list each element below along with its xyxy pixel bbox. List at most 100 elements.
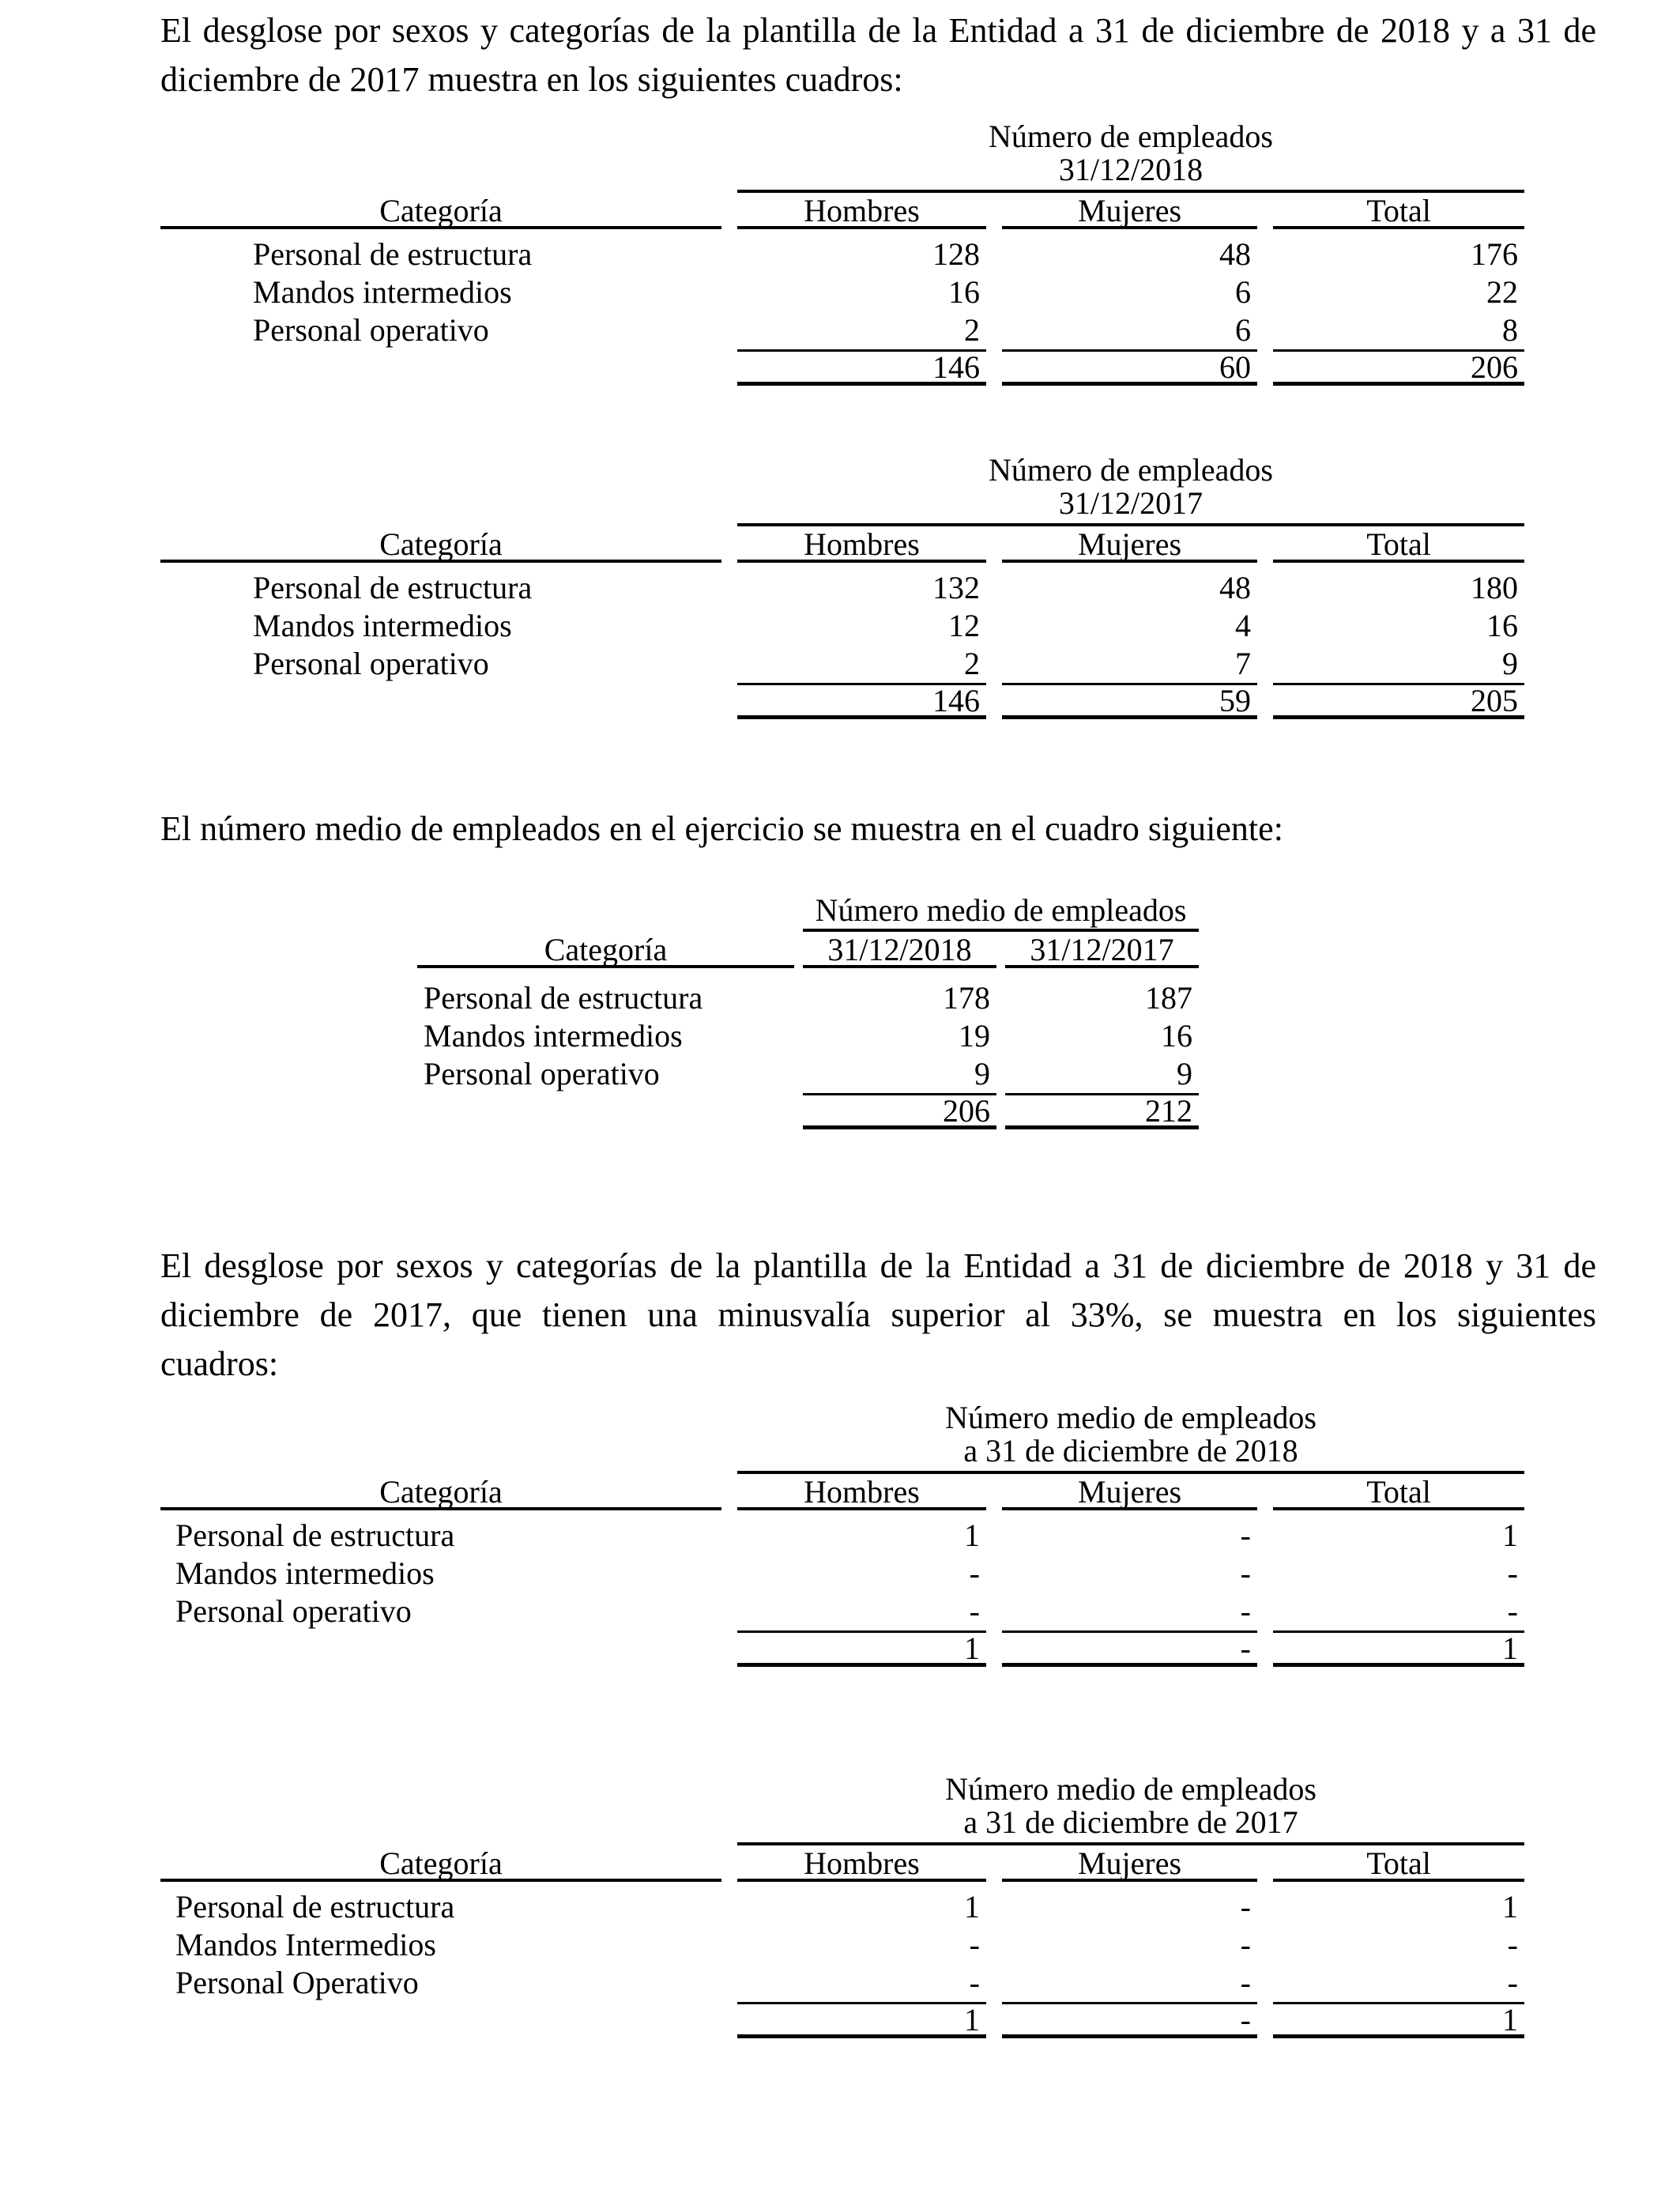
value-cell: 9 (1177, 1056, 1192, 1091)
span-header-line2: 31/12/2017 (1058, 485, 1203, 521)
table-body: Personal de estructura 1 - 1 Mandos inte… (160, 1510, 1524, 1630)
value-cell: 48 (1219, 570, 1251, 605)
table-span-header-row: Número de empleados 31/12/2017 (160, 454, 1524, 526)
span-header-line1: Número de empleados (989, 452, 1273, 488)
value-cell: - (969, 1593, 980, 1629)
category-cell: Personal de estructura (175, 1889, 455, 1924)
value-cell: - (1507, 1593, 1518, 1629)
value-cell: 2 (964, 312, 980, 348)
total-label-cell (160, 683, 721, 719)
paragraph-line: El desglose por sexos y categorías de la… (160, 1246, 1596, 1285)
category-cell: Personal de estructura (424, 980, 703, 1016)
table-body: Personal de estructura 132 48 180 Mandos… (160, 563, 1524, 683)
category-cell: Mandos Intermedios (175, 1927, 436, 1962)
total-value-cell: 1 (1273, 2002, 1524, 2038)
value-cell: 48 (1219, 236, 1251, 272)
total-value-cell: 206 (803, 1093, 996, 1129)
value-cell: - (1507, 1927, 1518, 1962)
span-header: Número medio de empleados a 31 de diciem… (737, 1773, 1524, 1845)
paragraph-line: diciembre de 2017 muestra en los siguien… (160, 60, 903, 99)
value-cell: 1 (964, 1517, 980, 1553)
table-row: Mandos intermedios 12 4 16 (160, 607, 1524, 645)
value-cell: 1 (1502, 1517, 1518, 1553)
value-cell: 9 (974, 1056, 990, 1091)
total-label-cell (160, 2002, 721, 2038)
span-header-line1: Número medio de empleados (945, 1771, 1317, 1807)
category-cell: Personal de estructura (253, 570, 533, 605)
value-cell: 132 (932, 570, 980, 605)
column-header-mujeres: Mujeres (1002, 1845, 1257, 1882)
table-numero-medio: Número medio de empleados Categoría 31/1… (417, 894, 1199, 1129)
total-value-cell: 146 (737, 349, 986, 386)
value-cell: 6 (1235, 312, 1251, 348)
table-body: Personal de estructura 1 - 1 Mandos Inte… (160, 1882, 1524, 2002)
category-cell: Mandos intermedios (175, 1555, 435, 1591)
value-cell: 2 (964, 646, 980, 681)
value-cell: 4 (1235, 608, 1251, 643)
total-label-cell (417, 1093, 794, 1129)
table-row: Personal de estructura 178 187 (417, 979, 1199, 1017)
category-cell: Personal operativo (253, 646, 489, 681)
paragraph-intro-desglose: El desglose por sexos y categorías de la… (160, 6, 1596, 104)
column-header-row: Categoría Hombres Mujeres Total (160, 526, 1524, 563)
total-value-cell: 146 (737, 683, 986, 719)
value-cell: 1 (1502, 1889, 1518, 1924)
column-header-total: Total (1273, 526, 1524, 563)
value-cell: 22 (1486, 274, 1518, 310)
column-header-2018: 31/12/2018 (803, 932, 996, 968)
total-row: 1 - 1 (160, 2002, 1524, 2038)
table-span-header-row: Número medio de empleados a 31 de diciem… (160, 1773, 1524, 1845)
column-header-row: Categoría Hombres Mujeres Total (160, 1474, 1524, 1510)
value-cell: - (1507, 1555, 1518, 1591)
column-header-row: Categoría Hombres Mujeres Total (160, 1845, 1524, 1882)
total-value-cell: 60 (1002, 349, 1257, 386)
value-cell: 178 (943, 980, 990, 1016)
value-cell: 176 (1471, 236, 1518, 272)
column-header-mujeres: Mujeres (1002, 1474, 1257, 1510)
table-row: Mandos intermedios 19 16 (417, 1017, 1199, 1055)
value-cell: - (1240, 1965, 1251, 2000)
column-header-categoria: Categoría (160, 1474, 721, 1510)
column-header-categoria: Categoría (160, 193, 721, 229)
value-cell: - (969, 1965, 980, 2000)
value-cell: 128 (932, 236, 980, 272)
table-row: Personal de estructura 1 - 1 (160, 1888, 1524, 1926)
value-cell: 16 (1161, 1018, 1192, 1054)
value-cell: 16 (1486, 608, 1518, 643)
span-header: Número de empleados 31/12/2018 (737, 120, 1524, 193)
value-cell: - (1240, 1555, 1251, 1591)
column-header-row: Categoría 31/12/2018 31/12/2017 (417, 932, 1199, 968)
table-row: Personal de estructura 1 - 1 (160, 1517, 1524, 1555)
paragraph-line: cuadros: (160, 1344, 279, 1383)
category-cell: Personal Operativo (175, 1965, 419, 2000)
column-header-hombres: Hombres (737, 193, 986, 229)
category-cell: Personal de estructura (175, 1517, 455, 1553)
total-value-cell: - (1002, 1630, 1257, 1667)
total-value-cell: 212 (1005, 1093, 1199, 1129)
span-header-line1: Número medio de empleados (945, 1400, 1317, 1435)
value-cell: 6 (1235, 274, 1251, 310)
span-header-line2: 31/12/2018 (1058, 152, 1203, 187)
table-row: Mandos Intermedios - - - (160, 1926, 1524, 1964)
total-value-cell: 205 (1273, 683, 1524, 719)
total-value-cell: 1 (737, 1630, 986, 1667)
column-header-row: Categoría Hombres Mujeres Total (160, 193, 1524, 229)
value-cell: 16 (948, 274, 980, 310)
total-value-cell: 1 (1273, 1630, 1524, 1667)
total-value-cell: - (1002, 2002, 1257, 2038)
category-cell: Personal operativo (424, 1056, 660, 1091)
table-body: Personal de estructura 128 48 176 Mandos… (160, 229, 1524, 349)
category-cell: Mandos intermedios (253, 608, 512, 643)
column-header-2017: 31/12/2017 (1005, 932, 1199, 968)
table-row: Personal operativo - - - (160, 1593, 1524, 1630)
paragraph-line: El número medio de empleados en el ejerc… (160, 809, 1283, 848)
table-row: Personal de estructura 132 48 180 (160, 569, 1524, 607)
total-value-cell: 206 (1273, 349, 1524, 386)
table-minusvalia-2018: Número medio de empleados a 31 de diciem… (160, 1401, 1524, 1667)
column-header-hombres: Hombres (737, 1474, 986, 1510)
table-row: Personal operativo 2 7 9 (160, 645, 1524, 683)
column-header-hombres: Hombres (737, 1845, 986, 1882)
table-empleados-2018: Número de empleados 31/12/2018 Categoría… (160, 120, 1524, 386)
column-header-total: Total (1273, 1474, 1524, 1510)
